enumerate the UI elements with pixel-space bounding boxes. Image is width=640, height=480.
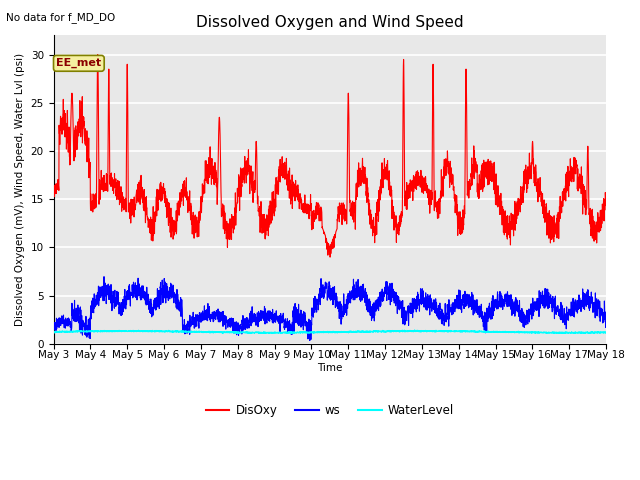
Y-axis label: Dissolved Oxygen (mV), Wind Speed, Water Lvl (psi): Dissolved Oxygen (mV), Wind Speed, Water…: [15, 53, 25, 326]
Title: Dissolved Oxygen and Wind Speed: Dissolved Oxygen and Wind Speed: [196, 15, 463, 30]
Text: No data for f_MD_DO: No data for f_MD_DO: [6, 12, 116, 23]
X-axis label: Time: Time: [317, 363, 342, 373]
Text: EE_met: EE_met: [56, 58, 101, 69]
Legend: DisOxy, ws, WaterLevel: DisOxy, ws, WaterLevel: [201, 399, 458, 421]
